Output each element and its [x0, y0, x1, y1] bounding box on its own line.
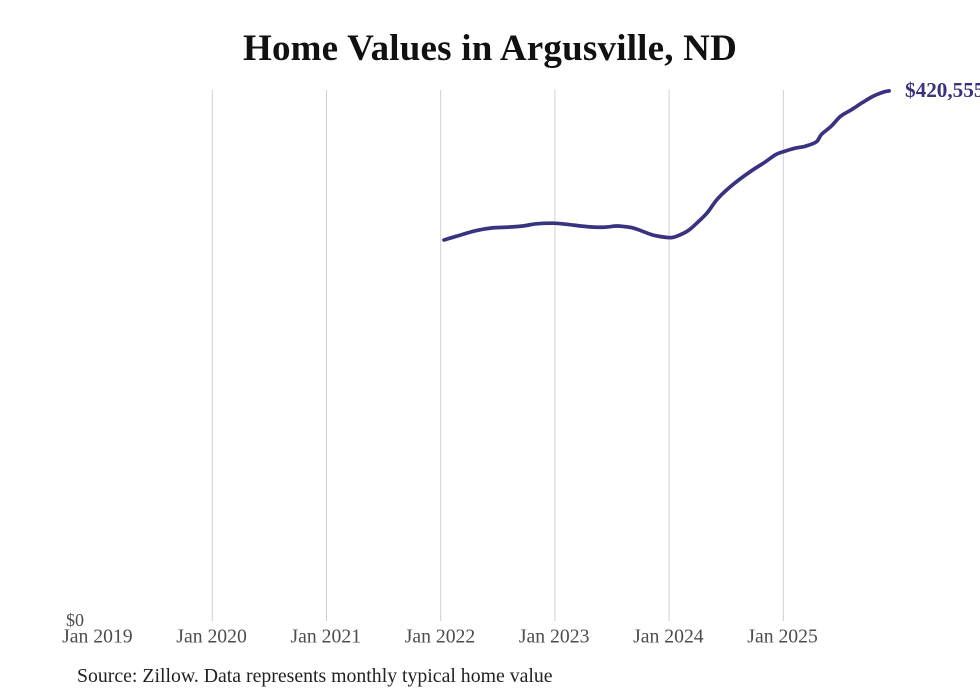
svg-text:Jan 2019: Jan 2019: [62, 626, 133, 648]
svg-text:Jan 2021: Jan 2021: [291, 626, 362, 648]
svg-text:Jan 2020: Jan 2020: [176, 626, 247, 648]
svg-text:Jan 2023: Jan 2023: [519, 626, 590, 648]
svg-text:Jan 2025: Jan 2025: [747, 626, 818, 648]
svg-text:$420,555: $420,555: [905, 78, 980, 102]
svg-text:Jan 2024: Jan 2024: [633, 626, 704, 648]
svg-text:Jan 2022: Jan 2022: [405, 626, 476, 648]
